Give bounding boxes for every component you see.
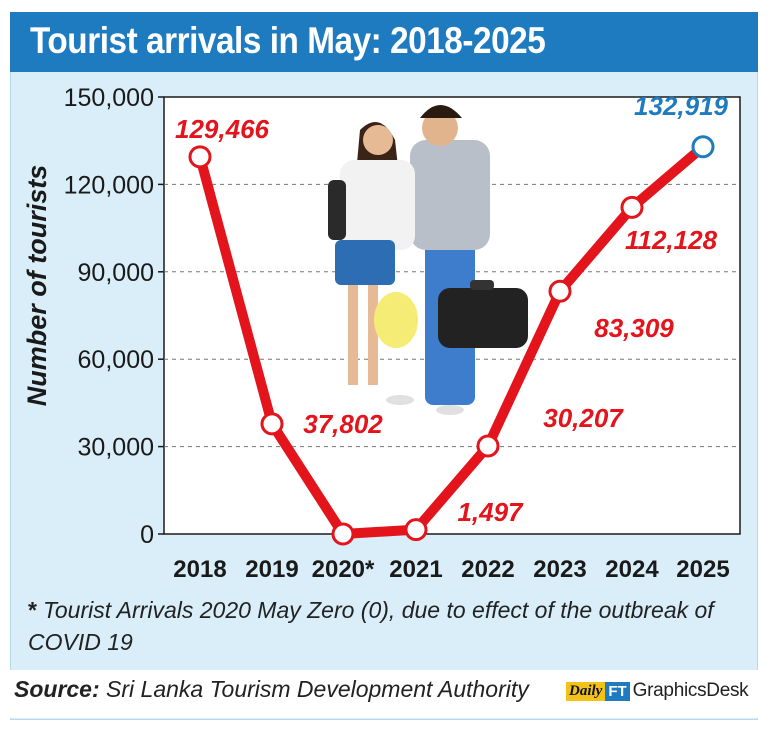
data-point <box>691 135 715 159</box>
data-label: 112,128 <box>625 225 718 255</box>
x-tick-label: 2022 <box>461 556 514 583</box>
x-tick-label: 2019 <box>245 556 298 583</box>
footnote: * Tourist Arrivals 2020 May Zero (0), due… <box>28 594 728 658</box>
tourist-couple-illustration <box>328 105 528 415</box>
data-label: 37,802 <box>303 409 383 439</box>
source-line: Source: Sri Lanka Tourism Development Au… <box>14 676 529 703</box>
line-chart: 0 30,000 60,000 90,000 120,000 150,000 Number … <box>22 84 741 583</box>
y-tick-label: 30,000 <box>78 434 154 462</box>
data-point <box>404 518 428 542</box>
y-axis-label: Number of tourists <box>22 165 52 407</box>
source-label: Source: <box>14 676 100 702</box>
source-band <box>10 670 758 718</box>
data-point <box>476 434 500 458</box>
x-tick-label: 2023 <box>533 556 586 583</box>
source-text: Sri Lanka Tourism Development Authority <box>99 676 529 702</box>
y-tick-label: 150,000 <box>64 84 154 112</box>
footnote-text: Tourist Arrivals 2020 May Zero (0), due … <box>28 597 714 655</box>
y-tick-label: 60,000 <box>78 346 154 374</box>
data-label: 129,466 <box>175 114 270 144</box>
data-point <box>548 279 572 303</box>
data-label: 1,497 <box>457 497 524 527</box>
x-tick-label: 2024 <box>605 556 659 583</box>
data-point <box>331 522 355 546</box>
x-tick-label: 2025 <box>676 556 729 583</box>
brand-logo: Daily FT GraphicsDesk <box>566 678 749 704</box>
footnote-star: * <box>28 597 37 623</box>
brand-daily: Daily <box>566 681 606 701</box>
x-tick-label: 2018 <box>173 556 226 583</box>
chart-title: Tourist arrivals in May: 2018-2025 <box>30 20 546 61</box>
data-point <box>188 145 212 169</box>
y-tick-label: 120,000 <box>64 171 154 199</box>
x-tick-label: 2020* <box>312 556 375 583</box>
y-tick-label: 0 <box>140 521 154 549</box>
data-label: 30,207 <box>543 403 624 433</box>
data-label: 83,309 <box>594 313 674 343</box>
title-bar: Tourist arrivals in May: 2018-2025 <box>10 12 758 72</box>
data-label: 132,919 <box>634 91 729 121</box>
series-line <box>195 141 708 539</box>
y-tick-label: 90,000 <box>78 259 154 287</box>
brand-desk: GraphicsDesk <box>632 680 749 701</box>
brand-ft: FT <box>605 681 630 701</box>
data-point <box>260 412 284 436</box>
x-tick-label: 2021 <box>389 556 442 583</box>
data-point <box>620 195 644 219</box>
